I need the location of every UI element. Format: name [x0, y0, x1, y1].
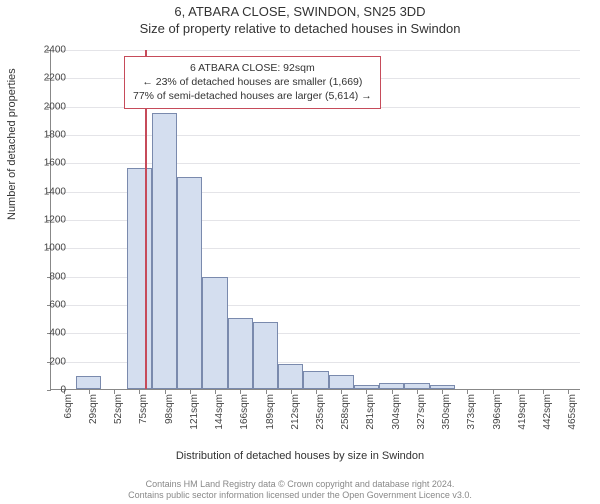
xtick-label: 350sqm — [441, 394, 452, 444]
xtick-label: 52sqm — [113, 394, 124, 444]
histogram-bar — [379, 383, 404, 389]
ytick-label: 1200 — [26, 215, 66, 226]
xtick-label: 465sqm — [567, 394, 578, 444]
xtick-label: 189sqm — [265, 394, 276, 444]
histogram-bar — [278, 364, 303, 390]
histogram-bar — [354, 385, 379, 389]
histogram-bar — [152, 113, 177, 389]
xtick-label: 442sqm — [542, 394, 553, 444]
y-axis-label: Number of detached properties — [6, 68, 18, 220]
ytick-label: 2000 — [26, 101, 66, 112]
ytick-label: 400 — [26, 328, 66, 339]
histogram-bar — [76, 376, 101, 389]
xtick-label: 75sqm — [138, 394, 149, 444]
footer-credits: Contains HM Land Registry data © Crown c… — [0, 479, 600, 502]
ytick-label: 800 — [26, 271, 66, 282]
annotation-line1: 6 ATBARA CLOSE: 92sqm — [133, 61, 372, 75]
histogram-bar — [228, 318, 253, 389]
xtick-label: 144sqm — [214, 394, 225, 444]
ytick-label: 0 — [26, 385, 66, 396]
xtick-label: 98sqm — [164, 394, 175, 444]
histogram-bar — [177, 177, 202, 390]
ytick-label: 1000 — [26, 243, 66, 254]
histogram-bar — [404, 383, 429, 389]
ytick-label: 1600 — [26, 158, 66, 169]
xtick-label: 6sqm — [63, 394, 74, 444]
xtick-label: 419sqm — [517, 394, 528, 444]
xtick-label: 373sqm — [466, 394, 477, 444]
xtick-label: 166sqm — [239, 394, 250, 444]
xtick-label: 396sqm — [492, 394, 503, 444]
gridline — [51, 135, 580, 136]
annotation-line3: 77% of semi-detached houses are larger (… — [133, 89, 372, 103]
histogram-bar — [202, 277, 227, 389]
xtick-label: 29sqm — [88, 394, 99, 444]
gridline — [51, 50, 580, 51]
footer-line2: Contains public sector information licen… — [0, 490, 600, 502]
annotation-box: 6 ATBARA CLOSE: 92sqm ← 23% of detached … — [124, 56, 381, 109]
xtick-label: 212sqm — [290, 394, 301, 444]
xtick-label: 235sqm — [315, 394, 326, 444]
footer-line1: Contains HM Land Registry data © Crown c… — [0, 479, 600, 491]
histogram-bar — [329, 375, 354, 389]
ytick-label: 2400 — [26, 45, 66, 56]
ytick-label: 600 — [26, 300, 66, 311]
histogram-bar — [253, 322, 278, 389]
annotation-line2: ← 23% of detached houses are smaller (1,… — [133, 75, 372, 89]
xtick-label: 121sqm — [189, 394, 200, 444]
ytick-label: 1800 — [26, 130, 66, 141]
histogram-bar — [303, 371, 328, 389]
xtick-label: 258sqm — [340, 394, 351, 444]
histogram-bar — [127, 168, 152, 389]
chart-title-address: 6, ATBARA CLOSE, SWINDON, SN25 3DD — [0, 4, 600, 19]
gridline — [51, 163, 580, 164]
ytick-label: 1400 — [26, 186, 66, 197]
chart-area: 6 ATBARA CLOSE: 92sqm ← 23% of detached … — [50, 50, 580, 390]
chart-title-subtitle: Size of property relative to detached ho… — [0, 21, 600, 36]
ytick-label: 200 — [26, 356, 66, 367]
xtick-label: 304sqm — [391, 394, 402, 444]
x-axis-label: Distribution of detached houses by size … — [0, 450, 600, 462]
xtick-label: 327sqm — [416, 394, 427, 444]
xtick-label: 281sqm — [365, 394, 376, 444]
ytick-label: 2200 — [26, 73, 66, 84]
histogram-bar — [430, 385, 455, 389]
